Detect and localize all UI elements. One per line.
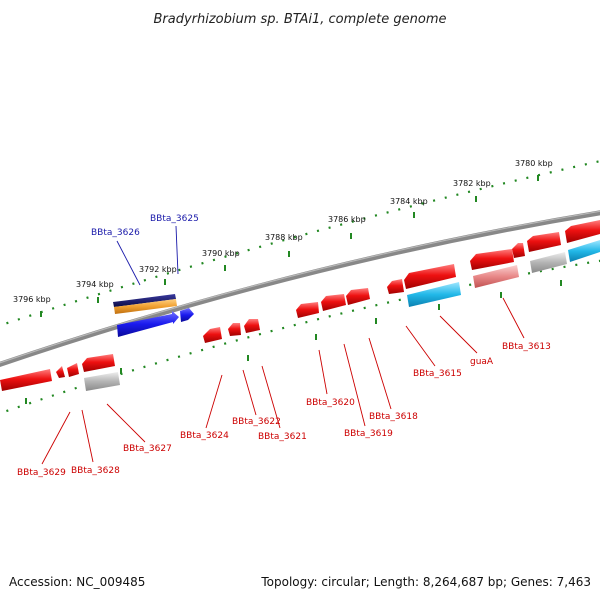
genome-backbone xyxy=(0,210,600,367)
scale-tick xyxy=(413,212,415,218)
scale-tick xyxy=(560,280,562,286)
gene-label-BBta_3615[interactable]: BBta_3615 xyxy=(413,369,462,379)
gene-bar-BBta_3612-gray[interactable] xyxy=(530,252,567,273)
gene-label-BBta_3619[interactable]: BBta_3619 xyxy=(344,429,393,439)
scale-label-3794: 3794 kbp xyxy=(76,280,114,289)
gene-arrow-BBta_3621[interactable] xyxy=(244,319,260,333)
scale-label-3786: 3786 kbp xyxy=(328,215,366,224)
bottom-strand-genes xyxy=(0,220,600,391)
gene-arrow-guaA[interactable] xyxy=(470,249,514,270)
scale-tick xyxy=(315,334,317,340)
scale-label-3790: 3790 kbp xyxy=(202,249,240,258)
scale-label-3788: 3788 kbp xyxy=(265,233,303,242)
gene-bar-BBta_3626-navy[interactable] xyxy=(113,294,176,307)
gene-arrow-small-1[interactable] xyxy=(56,366,65,378)
gene-bar-BBta_3611-cyan[interactable] xyxy=(568,240,600,262)
gene-arrow-BBta_3619[interactable] xyxy=(321,294,346,311)
gene-arrow-BBta_3617[interactable] xyxy=(387,279,404,294)
gene-arrow-BBta_3615[interactable] xyxy=(404,264,456,289)
gene-label-BBta_3621[interactable]: BBta_3621 xyxy=(258,432,307,442)
scale-tick xyxy=(438,304,440,310)
gene-label-BBta_3620[interactable]: BBta_3620 xyxy=(306,398,355,408)
gene-bar-BBta_3626-orange[interactable] xyxy=(114,299,177,314)
bottom-label-leaders xyxy=(41,297,525,465)
top-gene-labels: BBta_3626 BBta_3625 xyxy=(91,214,199,238)
inner-scale xyxy=(0,259,600,415)
scale-tick xyxy=(247,355,249,361)
scale-tick xyxy=(120,368,122,374)
top-strand-genes xyxy=(113,294,194,337)
gene-arrow-BBta_3626[interactable] xyxy=(117,311,179,337)
scale-label-3796: 3796 kbp xyxy=(13,295,51,304)
gene-arrow-BBta_3612[interactable] xyxy=(527,232,561,252)
scale-tick xyxy=(537,175,539,181)
gene-label-BBta_3626[interactable]: BBta_3626 xyxy=(91,228,140,238)
scale-tick xyxy=(97,297,99,303)
gene-label-BBta_3624[interactable]: BBta_3624 xyxy=(180,431,229,441)
scale-labels: 3796 kbp 3794 kbp 3792 kbp 3790 kbp 3788… xyxy=(13,159,553,304)
scale-tick xyxy=(288,251,290,257)
outer-scale xyxy=(0,159,600,327)
gene-arrow-BBta_3627[interactable] xyxy=(82,354,115,372)
gene-label-BBta_3627[interactable]: BBta_3627 xyxy=(123,444,172,454)
scale-tick xyxy=(500,292,502,298)
gene-label-BBta_3628[interactable]: BBta_3628 xyxy=(71,466,120,476)
map-title: Bradyrhizobium sp. BTAi1, complete genom… xyxy=(153,12,446,27)
gene-arrow-BBta_3618[interactable] xyxy=(346,288,370,305)
gene-bar-BBta_3615-cyan[interactable] xyxy=(407,282,461,307)
top-label-leaders xyxy=(116,225,179,286)
gene-arrow-small-2[interactable] xyxy=(67,363,79,377)
scale-label-3784: 3784 kbp xyxy=(390,197,428,206)
gene-arrow-BBta_3620[interactable] xyxy=(296,302,319,318)
accession-info: Accession: NC_009485 xyxy=(9,575,145,589)
gene-arrow-BBta_3625[interactable] xyxy=(180,308,194,322)
gene-label-BBta_3625[interactable]: BBta_3625 xyxy=(150,214,199,224)
scale-label-3792: 3792 kbp xyxy=(139,265,177,274)
scale-tick xyxy=(375,318,377,324)
gene-label-BBta_3622[interactable]: BBta_3622 xyxy=(232,417,281,427)
scale-label-3782: 3782 kbp xyxy=(453,179,491,188)
gene-label-BBta_3618[interactable]: BBta_3618 xyxy=(369,412,418,422)
gene-arrow-BBta_3629[interactable] xyxy=(0,369,52,391)
gene-arrow-BBta_3611[interactable] xyxy=(565,220,600,243)
scale-label-3780: 3780 kbp xyxy=(515,159,553,168)
bottom-gene-labels: BBta_3629 BBta_3628 BBta_3627 BBta_3624 … xyxy=(17,342,551,478)
gene-arrow-BBta_3622[interactable] xyxy=(228,323,241,336)
scale-tick xyxy=(40,311,42,317)
scale-tick xyxy=(164,279,166,285)
gene-arrow-BBta_3624[interactable] xyxy=(203,327,222,343)
scale-tick xyxy=(475,196,477,202)
topology-info: Topology: circular; Length: 8,264,687 bp… xyxy=(260,575,591,589)
scale-tick xyxy=(224,265,226,271)
gene-arrow-BBta_3613[interactable] xyxy=(512,243,525,258)
scale-tick xyxy=(350,233,352,239)
gene-label-BBta_3613[interactable]: BBta_3613 xyxy=(502,342,551,352)
gene-bar-BBta_3613-pink[interactable] xyxy=(473,265,519,288)
gene-label-BBta_3629[interactable]: BBta_3629 xyxy=(17,468,66,478)
gene-bar-BBta_3627-gray[interactable] xyxy=(84,372,120,391)
gene-label-guaA[interactable]: guaA xyxy=(470,357,494,367)
scale-tick xyxy=(25,398,27,404)
